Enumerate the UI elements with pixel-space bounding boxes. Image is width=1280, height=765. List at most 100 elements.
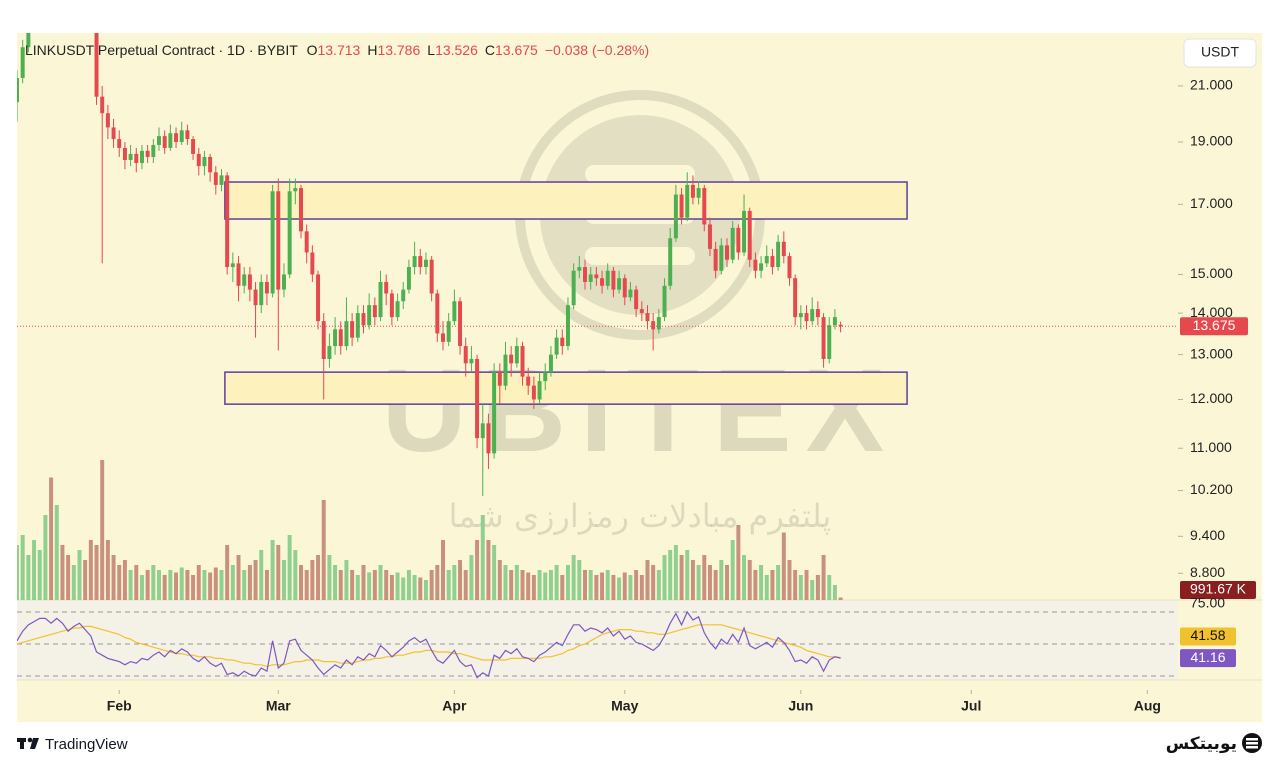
candle-body	[20, 47, 25, 78]
volume-bar	[469, 555, 474, 600]
candle-body	[815, 309, 820, 318]
volume-bar	[645, 560, 650, 600]
volume-bar	[49, 477, 54, 600]
rsi-ma-line	[17, 624, 841, 668]
candle-body	[753, 259, 758, 271]
candle-body	[662, 285, 667, 318]
volume-bar	[696, 565, 701, 600]
candle-body	[247, 274, 252, 290]
rsi-label: 41.16	[1190, 649, 1225, 665]
candle-body	[111, 127, 116, 140]
candle-body	[26, 33, 31, 48]
volume-bar	[634, 570, 639, 600]
volume-bar	[26, 555, 31, 600]
volume-bar	[32, 540, 37, 600]
volume-bar	[134, 565, 139, 600]
candle-body	[38, 0, 42, 6]
currency-box[interactable]	[1183, 38, 1257, 68]
candle-body	[179, 130, 184, 142]
candle-body	[435, 293, 440, 334]
candle-body	[463, 346, 468, 364]
tradingview-logo	[17, 737, 39, 749]
candle-body	[72, 0, 76, 9]
candle-body	[583, 267, 587, 282]
candle-body	[185, 130, 190, 140]
candle-body	[730, 227, 735, 260]
currency-label[interactable]: USDT	[1201, 44, 1240, 60]
x-tick-label: May	[611, 698, 638, 714]
volume-bar	[157, 570, 161, 600]
volume-bar	[338, 570, 343, 600]
candle-body	[821, 317, 826, 359]
candle-body	[412, 256, 417, 268]
watermark-tagline: پلتفرم مبادلات رمزارزی شما	[449, 497, 832, 535]
candle-body	[497, 372, 502, 386]
rsi-ma-tag	[1180, 627, 1236, 646]
candle-body	[17, 77, 19, 103]
volume-bar	[600, 572, 605, 600]
candle-body	[611, 270, 616, 290]
x-tick-label: Feb	[107, 698, 132, 714]
volume-bar	[162, 575, 167, 600]
volume-bar	[560, 575, 565, 600]
candle-body	[310, 252, 315, 275]
candle-body	[270, 191, 275, 294]
volume-label: 991.67 K	[1190, 581, 1247, 597]
candle-body	[520, 346, 525, 377]
x-tick-label: Aug	[1134, 698, 1161, 714]
volume-bar	[764, 575, 769, 600]
volume-bar	[628, 575, 633, 600]
candle-body	[264, 281, 269, 294]
volume-bar	[20, 535, 25, 600]
candle-body	[395, 301, 400, 318]
y-tick-label: 19.000	[1190, 133, 1233, 149]
volume-bar	[259, 550, 264, 600]
candle-body	[554, 337, 559, 355]
volume-bar	[770, 570, 775, 600]
y-tick-label: 14.000	[1190, 304, 1233, 320]
volume-bar	[475, 540, 480, 600]
volume-bar	[367, 572, 372, 600]
volume-bar	[707, 565, 712, 600]
volume-bar	[17, 545, 19, 600]
volume-bar	[196, 565, 201, 600]
watermark-brand: UBITEX	[382, 345, 899, 477]
candle-body	[793, 278, 798, 318]
candle-body	[174, 133, 179, 142]
volume-bar	[605, 570, 610, 600]
candle-body	[776, 241, 781, 268]
volume-bar	[287, 535, 292, 600]
candle-body	[293, 188, 298, 192]
candle-body	[832, 317, 837, 326]
volume-bar	[316, 555, 321, 600]
volume-bar	[54, 505, 59, 600]
candle-body	[537, 381, 542, 400]
candle-body	[89, 0, 93, 21]
volume-bar	[333, 565, 338, 600]
candle-body	[702, 188, 707, 225]
volume-bar	[355, 575, 360, 600]
volume-bar	[781, 532, 786, 600]
volume-bar	[798, 575, 803, 600]
candle-body	[134, 153, 139, 164]
volume-bar	[401, 577, 406, 600]
volume-bar	[66, 555, 71, 600]
candle-body	[764, 256, 769, 264]
candle-body	[338, 329, 343, 347]
volume-bar	[350, 570, 355, 600]
candle-body	[230, 263, 235, 268]
candle-body	[287, 191, 292, 275]
volume-tag	[1180, 581, 1256, 599]
volume-bar	[139, 575, 144, 600]
volume-bar	[242, 570, 247, 600]
candle-body	[219, 175, 224, 185]
legend-letter: H	[367, 42, 377, 58]
legend-open: 13.713	[317, 42, 360, 58]
volume-bar	[321, 500, 326, 600]
candle-body	[725, 245, 729, 260]
candle-body	[526, 376, 531, 386]
legend-letter: O	[307, 42, 318, 58]
candle-body	[213, 172, 218, 185]
candle-body	[429, 259, 434, 294]
volume-bar	[247, 565, 252, 600]
